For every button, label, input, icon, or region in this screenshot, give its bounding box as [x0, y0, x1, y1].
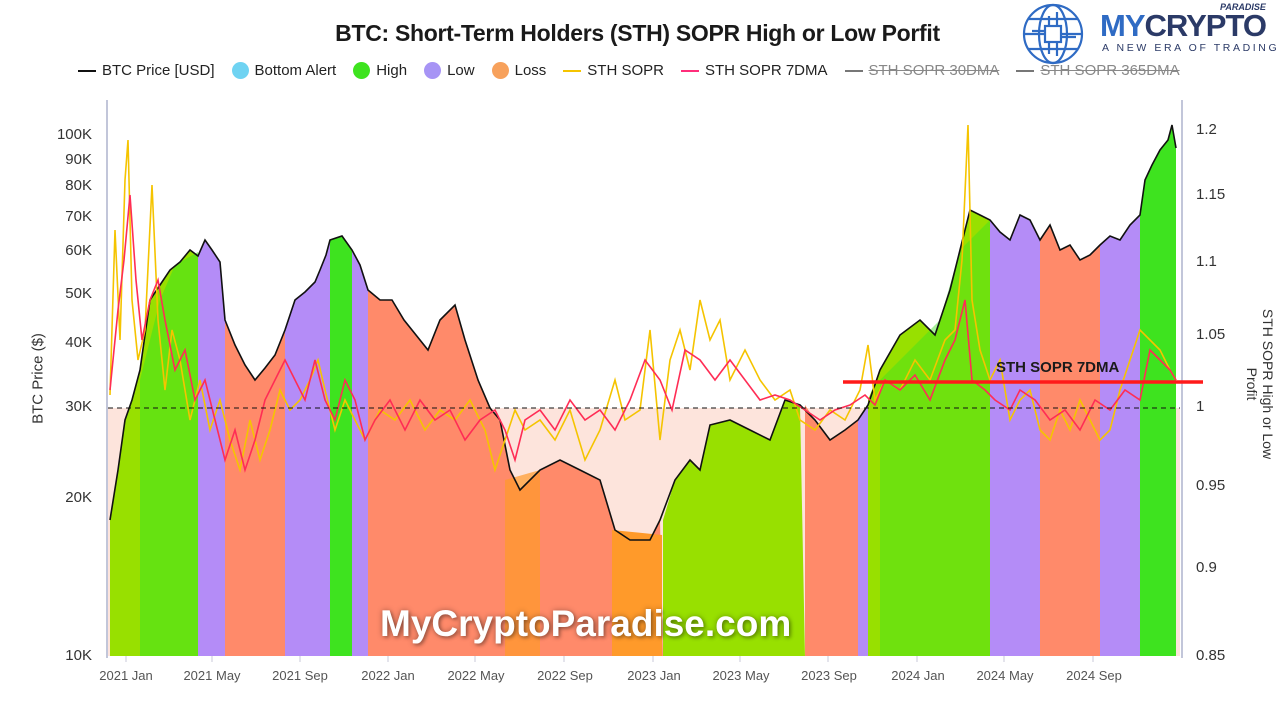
logo-tagline: PARADISE: [1220, 2, 1266, 12]
globe-circuit-icon: [1022, 3, 1084, 65]
right-y-tick: 1.2: [1196, 121, 1217, 138]
left-axis-label: BTC Price ($): [29, 333, 47, 424]
line-swatch-icon: [78, 69, 96, 72]
line-swatch-icon: [844, 69, 863, 72]
x-tick: 2023 May: [712, 668, 770, 683]
legend-item-sth-sopr[interactable]: STH SOPR: [563, 62, 664, 79]
watermark: MyCryptoParadise.com: [380, 603, 792, 644]
left-y-tick: 50K: [65, 285, 92, 302]
legend-item-btc-price[interactable]: BTC Price [USD]: [78, 62, 215, 79]
legend-item-low[interactable]: Low: [424, 62, 475, 79]
x-tick: 2021 Jan: [99, 668, 153, 683]
legend-item-sth-sopr-7dma[interactable]: STH SOPR 7DMA: [680, 62, 828, 79]
btc-price-line: [109, 124, 1177, 541]
x-tick: 2024 May: [976, 668, 1034, 683]
left-y-tick: 10K: [65, 647, 92, 664]
dot-swatch-icon: [353, 62, 371, 79]
legend-item-sth-sopr-365dma[interactable]: STH SOPR 365DMA: [1016, 62, 1180, 79]
x-tick: 2022 Sep: [537, 668, 593, 683]
right-axis-label: STH SOPR High or Low Profit: [1244, 308, 1276, 460]
dot-swatch-icon: [231, 62, 249, 79]
x-tick: 2024 Jan: [891, 668, 945, 683]
right-y-tick: 1.05: [1196, 326, 1226, 343]
x-tick: 2023 Sep: [801, 668, 857, 683]
right-y-tick: 1.1: [1196, 253, 1217, 270]
regime-areas: [110, 125, 1176, 656]
right-y-tick: 0.95: [1196, 477, 1226, 494]
legend-item-loss[interactable]: Loss: [491, 62, 546, 79]
legend-item-sth-sopr-30dma[interactable]: STH SOPR 30DMA: [844, 62, 999, 79]
left-y-tick: 60K: [65, 242, 92, 259]
right-y-tick: 1: [1196, 398, 1205, 415]
x-tick: 2023 Jan: [627, 668, 681, 683]
x-tick: 2024 Sep: [1066, 668, 1122, 683]
line-swatch-icon: [680, 69, 699, 72]
left-y-tick: 20K: [65, 489, 92, 506]
logo-subtitle: A NEW ERA OF TRADING: [1102, 42, 1280, 54]
right-y-tick: 0.9: [1196, 559, 1217, 576]
legend: BTC Price [USD] Bottom Alert High Low Lo…: [78, 62, 1197, 79]
x-tick: 2022 Jan: [361, 668, 415, 683]
legend-item-high[interactable]: High: [353, 62, 407, 79]
x-tick: 2021 May: [183, 668, 241, 683]
line-swatch-icon: [563, 69, 582, 72]
brand-logo: PARADISE MYCRYPTO A NEW ERA OF TRADING: [1020, 2, 1280, 66]
annotation-label: STH SOPR 7DMA: [996, 359, 1120, 376]
left-y-tick: 70K: [65, 208, 92, 225]
x-tick: 2021 Sep: [272, 668, 328, 683]
left-y-tick: 40K: [65, 334, 92, 351]
legend-item-bottom-alert[interactable]: Bottom Alert: [231, 62, 336, 79]
sth-sopr-line: [109, 124, 1177, 474]
x-tick: 2022 May: [447, 668, 505, 683]
dot-swatch-icon: [491, 62, 509, 79]
right-y-tick: 1.15: [1196, 186, 1226, 203]
logo-wordmark: MYCRYPTO: [1100, 8, 1267, 43]
left-y-tick: 100K: [56, 126, 92, 143]
left-y-tick: 80K: [65, 177, 92, 194]
dot-swatch-icon: [424, 62, 442, 79]
left-y-tick: 90K: [65, 151, 92, 168]
chart-title: BTC: Short-Term Holders (STH) SOPR High …: [335, 20, 940, 46]
sth-sopr-7dma-line: [109, 194, 1177, 473]
line-swatch-icon: [1016, 69, 1035, 72]
right-y-tick: 0.85: [1196, 647, 1226, 664]
left-y-tick: 30K: [65, 398, 92, 415]
